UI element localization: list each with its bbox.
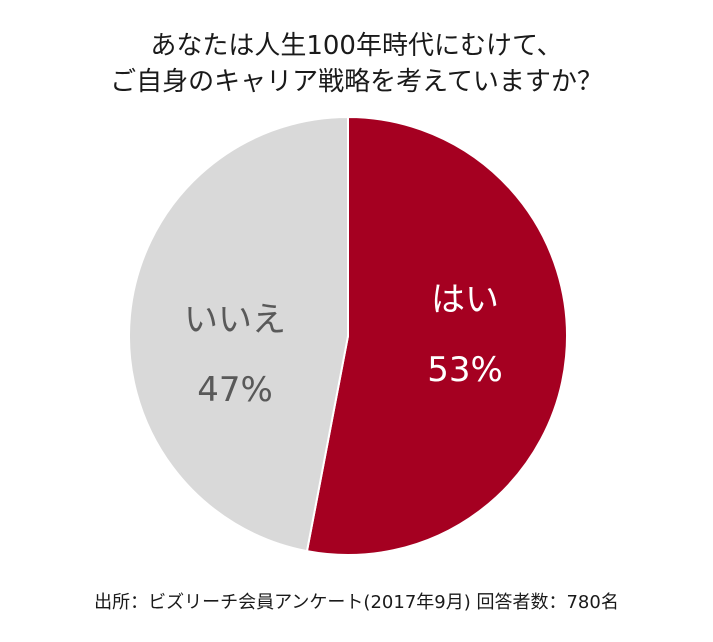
slice-label-no-value: 47%	[197, 370, 273, 410]
slice-label-no: いいえ 47%	[160, 300, 310, 410]
chart-title-line-2: ご自身のキャリア戦略を考えていますか？	[110, 67, 603, 97]
slice-label-yes-name: はい	[431, 280, 499, 320]
slice-label-yes: はい 53%	[400, 280, 530, 390]
slice-label-yes-value: 53%	[427, 350, 503, 390]
source-note: 出所：ビズリーチ会員アンケート(2017年9月) 回答者数：780名	[94, 592, 619, 613]
slice-label-no-name: いいえ	[184, 300, 286, 340]
pie-slice-yes	[305, 115, 568, 556]
chart-title-line-1: あなたは人生100年時代にむけて、	[150, 31, 563, 61]
pie-slice-no	[128, 115, 349, 553]
